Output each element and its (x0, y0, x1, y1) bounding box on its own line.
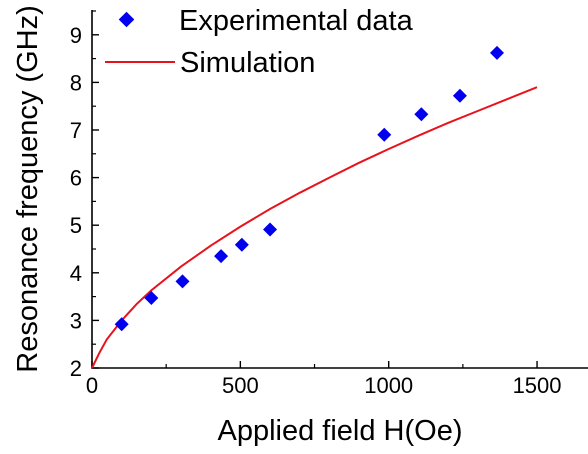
y-tick-label: 6 (70, 166, 82, 191)
x-tick-label: 0 (86, 373, 98, 398)
y-tick-label: 5 (70, 213, 82, 238)
legend-label-experimental: Experimental data (179, 5, 414, 37)
experimental-series (114, 45, 504, 332)
y-tick-label: 7 (70, 118, 82, 143)
data-point (214, 249, 229, 264)
data-point (452, 88, 467, 103)
x-tick-label: 1500 (513, 373, 562, 398)
data-point (144, 291, 159, 306)
data-point (234, 237, 249, 252)
x-axis-title: Applied field H(Oe) (218, 415, 463, 447)
plot-area: 0 500 1000 1500 2 3 4 5 6 7 8 9 (70, 10, 588, 398)
axis-ticks: 0 500 1000 1500 2 3 4 5 6 7 8 9 (70, 10, 562, 398)
y-tick-label: 9 (70, 23, 82, 48)
x-tick-label: 1000 (364, 373, 413, 398)
legend: Experimental data Simulation (105, 5, 414, 79)
simulation-series (91, 86, 538, 369)
simulation-line (91, 86, 538, 369)
data-point (175, 274, 190, 289)
data-point (414, 107, 429, 122)
y-tick-label: 8 (70, 70, 82, 95)
data-point (377, 127, 392, 142)
x-tick-label: 500 (222, 373, 259, 398)
legend-marker-experimental (118, 11, 135, 28)
legend-label-simulation: Simulation (180, 47, 315, 79)
data-point (114, 317, 129, 332)
y-tick-label: 3 (70, 308, 82, 333)
y-axis-title: Resonance frequency (GHz) (12, 5, 44, 373)
axis-frame (91, 10, 588, 369)
data-point (263, 222, 278, 237)
y-tick-label: 2 (70, 356, 82, 381)
data-point (489, 45, 504, 60)
y-tick-label: 4 (70, 261, 82, 286)
